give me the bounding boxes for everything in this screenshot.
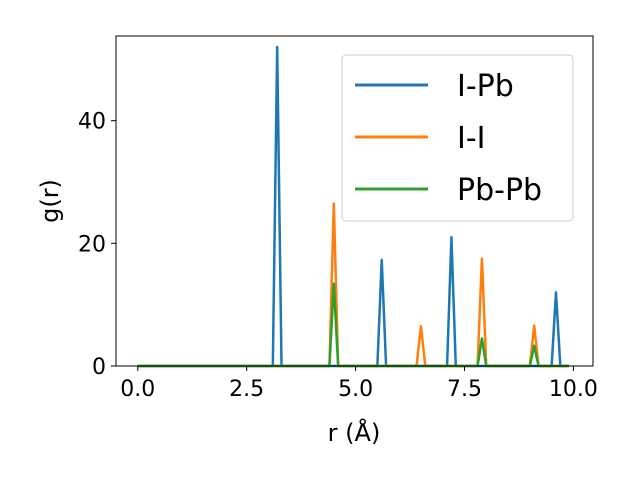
x-tick-label: 7.5	[447, 377, 482, 402]
x-tick-label: 0.0	[120, 377, 155, 402]
y-tick-label: 40	[78, 110, 106, 135]
x-tick-label: 10.0	[549, 377, 598, 402]
series-line-pb-pb	[137, 282, 570, 368]
x-axis-label: r (Å)	[328, 418, 381, 447]
series-line-i-i	[137, 202, 570, 368]
legend-label-pb-pb: Pb-Pb	[457, 173, 542, 208]
y-tick-label: 0	[92, 355, 106, 380]
x-tick-label: 5.0	[338, 377, 373, 402]
y-axis-ticks: 0 20 40	[78, 110, 116, 380]
legend: I-Pb I-I Pb-Pb	[341, 54, 574, 222]
x-tick-label: 2.5	[229, 377, 264, 402]
legend-label-i-pb: I-Pb	[457, 69, 514, 104]
legend-label-i-i: I-I	[457, 121, 486, 156]
x-axis-ticks: 0.0 2.5 5.0 7.5 10.0	[120, 366, 598, 402]
legend-box	[341, 54, 574, 222]
plot-frame	[115, 35, 594, 367]
y-axis-label: g(r)	[36, 179, 64, 223]
y-tick-label: 20	[78, 232, 106, 257]
